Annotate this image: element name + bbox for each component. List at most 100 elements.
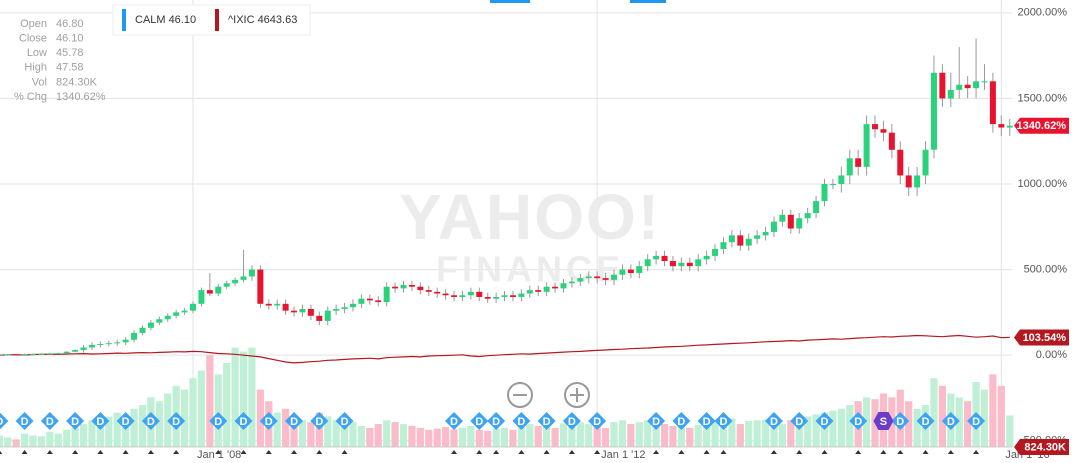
candle-body [4,354,11,356]
event-pointer [291,450,298,454]
dividend-marker[interactable]: D [967,412,986,454]
info-label: % Chg [14,91,47,103]
dividend-marker[interactable]: D [141,412,160,454]
dividend-marker[interactable]: D [512,412,531,454]
volume-bar [197,370,206,447]
candle-body [265,303,272,306]
dividend-marker[interactable]: D [764,412,783,454]
dividend-marker[interactable]: D [66,412,85,454]
candle-body [905,175,912,188]
candle-body [181,310,188,313]
event-pointer [0,450,3,454]
dividend-marker[interactable]: D [209,412,228,454]
volume-bar [214,374,222,447]
legend-item[interactable]: ^IXIC 4643.63 [215,9,297,31]
y-tick-label: 500.00% [1024,263,1068,275]
event-label: D [0,416,3,428]
dividend-marker[interactable]: D [40,412,59,454]
dividend-marker[interactable]: D [672,412,691,454]
candle-body [568,281,575,284]
volume-bar [332,420,340,447]
dividend-marker[interactable]: D [562,412,581,454]
dividend-marker[interactable]: D [0,412,9,454]
dividend-marker[interactable]: D [234,412,253,454]
volume-bar [812,414,820,447]
event-pointer [518,450,525,454]
dividend-marker[interactable]: D [697,412,716,454]
event-pointer [341,450,348,454]
calm-tag-bg [1014,117,1069,134]
dividend-icon [234,412,253,430]
dividend-marker[interactable]: D [15,412,34,454]
dividend-icon [209,412,228,430]
y-tick-label: 1500.00% [1017,92,1067,104]
event-label: D [341,416,349,428]
dividend-marker[interactable]: D [487,412,506,454]
candle-body [745,238,752,246]
volume-bar [492,428,500,447]
legend-item[interactable]: CALM 46.10 [122,9,196,31]
dividend-marker[interactable]: D [714,412,733,454]
dividend-marker[interactable]: D [445,412,464,454]
volume-bar [130,408,138,447]
candle-body [38,353,45,355]
candle-body [349,303,356,308]
dividend-marker[interactable]: D [815,412,834,454]
candle-body [644,259,651,267]
candle-body [930,72,937,150]
zoom-out-button[interactable] [507,382,533,408]
event-label: D [947,416,955,428]
dividend-marker[interactable]: D [941,412,960,454]
event-pointer [720,450,727,454]
event-pointer [880,450,887,454]
dividend-marker[interactable]: D [790,412,809,454]
dividend-marker[interactable]: D [91,412,110,454]
split-marker[interactable]: S [873,412,894,454]
dividend-marker[interactable]: D [116,412,135,454]
event-pointer [543,450,550,454]
volume-bar [248,347,256,447]
dividend-marker[interactable]: D [849,412,868,454]
dividend-marker[interactable]: D [537,412,556,454]
dividend-marker[interactable]: D [891,412,910,454]
dividend-marker[interactable]: D [259,412,278,454]
volume-bar [517,427,525,447]
info-value: 47.58 [56,62,84,74]
dividend-marker[interactable]: D [470,412,489,454]
candle-body [173,312,180,316]
volume-bar [989,374,997,447]
dividend-icon [167,412,186,430]
candle-body [779,214,786,222]
volume-bar [442,427,450,447]
candle-body [299,308,306,313]
dividend-marker[interactable]: D [647,412,666,454]
volume-bar [458,427,467,447]
dividend-marker[interactable]: D [310,412,329,454]
candle-body [636,266,643,274]
candle-body [493,296,500,299]
legend: CALM 46.10 ^IXIC 4643.63 [112,4,311,36]
volume-bar [0,435,3,447]
candle-body [989,81,996,125]
dividend-marker[interactable]: D [588,412,607,454]
zoom-in-button[interactable] [564,382,590,408]
event-label: D [21,416,29,428]
dividend-icon [91,412,110,430]
volume-bar [391,422,399,447]
scroll-handle[interactable] [490,0,530,3]
dividend-marker[interactable]: D [335,412,354,454]
volume-bar [324,416,332,447]
candle-body [686,262,693,267]
volume-bar [576,422,584,447]
dividend-marker[interactable]: D [916,412,935,454]
candle-body [872,124,879,130]
scroll-handle[interactable] [630,0,666,3]
volume-bar [635,422,643,447]
dividend-icon [790,412,809,430]
info-value: 1340.62% [56,91,106,103]
volume-bar [534,425,542,447]
event-pointer [122,450,129,454]
dividend-marker[interactable]: D [285,412,304,454]
dividend-marker[interactable]: D [167,412,186,454]
